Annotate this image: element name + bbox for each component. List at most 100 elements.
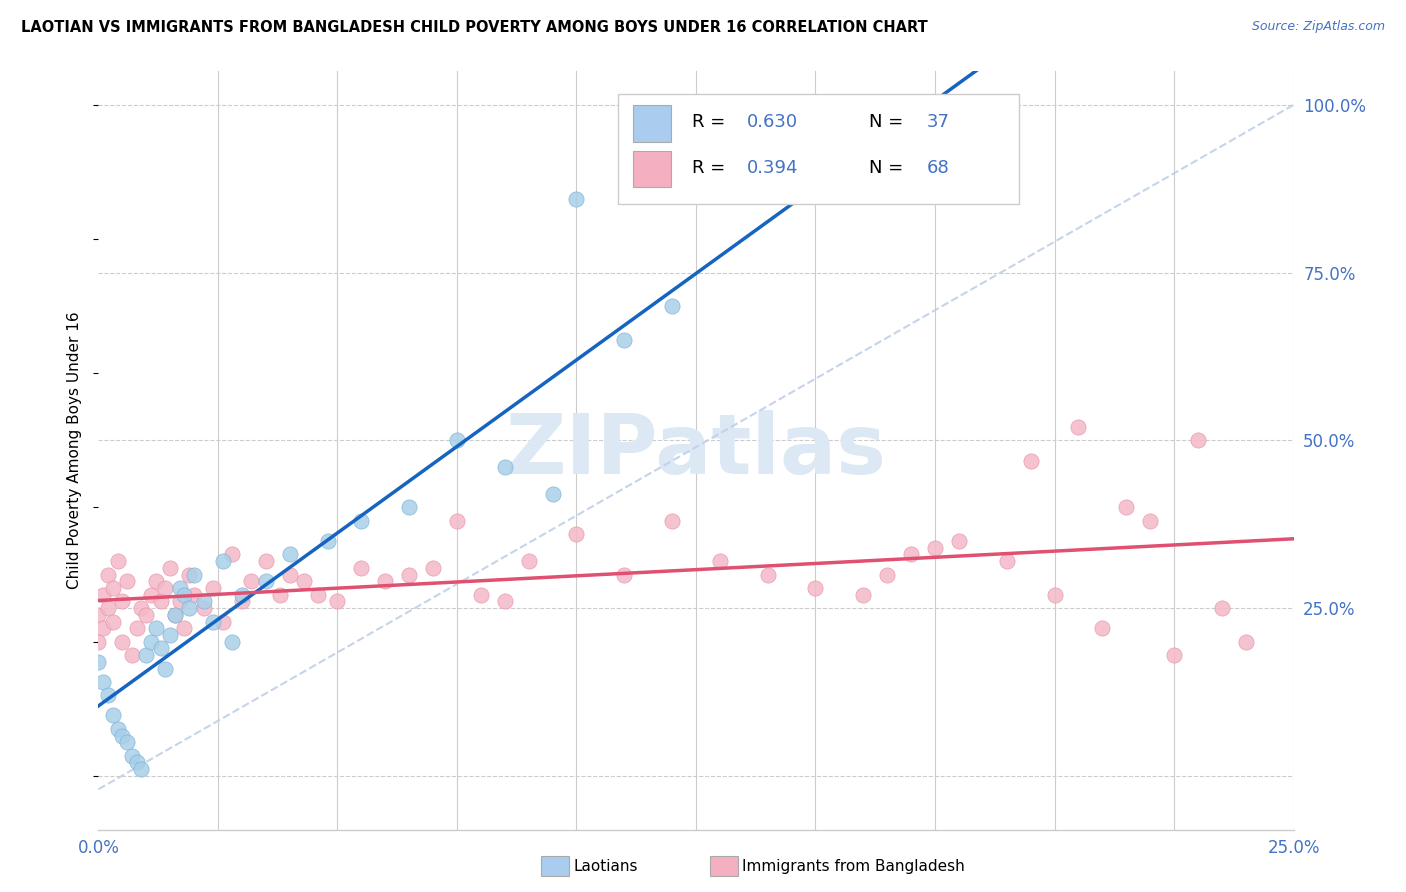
- Point: [115, 574, 138, 589]
- Point: [326, 594, 349, 608]
- Point: [494, 594, 516, 608]
- Point: [254, 574, 277, 589]
- Point: [131, 601, 153, 615]
- Point: [995, 554, 1018, 568]
- Point: [1019, 453, 1042, 467]
- Point: [155, 581, 177, 595]
- Text: Laotians: Laotians: [574, 859, 638, 873]
- Text: N =: N =: [869, 159, 910, 177]
- Point: [202, 581, 225, 595]
- Text: 0.630: 0.630: [748, 113, 799, 131]
- Point: [173, 588, 195, 602]
- Point: [231, 594, 253, 608]
- Point: [422, 561, 444, 575]
- Point: [159, 561, 181, 575]
- Point: [155, 661, 177, 675]
- Point: [231, 588, 253, 602]
- Point: [1234, 634, 1257, 648]
- Point: [1091, 621, 1114, 635]
- Point: [149, 641, 172, 656]
- Point: [202, 615, 225, 629]
- Text: R =: R =: [692, 113, 731, 131]
- Point: [470, 588, 492, 602]
- Point: [446, 434, 468, 448]
- Point: [149, 594, 172, 608]
- Point: [374, 574, 396, 589]
- Point: [111, 594, 134, 608]
- Point: [169, 581, 191, 595]
- Point: [125, 621, 148, 635]
- Point: [316, 534, 339, 549]
- Point: [91, 675, 114, 690]
- Point: [179, 601, 201, 615]
- Point: [804, 581, 827, 595]
- Point: [179, 567, 201, 582]
- Point: [709, 554, 731, 568]
- Text: LAOTIAN VS IMMIGRANTS FROM BANGLADESH CHILD POVERTY AMONG BOYS UNDER 16 CORRELAT: LAOTIAN VS IMMIGRANTS FROM BANGLADESH CH…: [21, 20, 928, 35]
- Point: [111, 634, 134, 648]
- Point: [163, 607, 186, 622]
- Point: [269, 588, 291, 602]
- Text: ZIPatlas: ZIPatlas: [506, 410, 886, 491]
- Point: [121, 648, 143, 662]
- Point: [163, 607, 186, 622]
- Point: [517, 554, 540, 568]
- Text: Source: ZipAtlas.com: Source: ZipAtlas.com: [1251, 20, 1385, 33]
- Point: [278, 567, 301, 582]
- Point: [221, 548, 243, 562]
- Point: [101, 615, 124, 629]
- Point: [107, 554, 129, 568]
- Point: [91, 621, 114, 635]
- Point: [121, 748, 143, 763]
- Text: 37: 37: [927, 113, 949, 131]
- Point: [97, 601, 120, 615]
- Point: [446, 514, 468, 528]
- Point: [1163, 648, 1185, 662]
- Point: [139, 588, 162, 602]
- Point: [91, 588, 114, 602]
- Text: Immigrants from Bangladesh: Immigrants from Bangladesh: [742, 859, 965, 873]
- Point: [87, 634, 110, 648]
- Point: [87, 655, 110, 669]
- Point: [565, 527, 588, 541]
- Y-axis label: Child Poverty Among Boys Under 16: Child Poverty Among Boys Under 16: [67, 311, 83, 590]
- Point: [1115, 500, 1137, 515]
- Point: [211, 615, 233, 629]
- Point: [756, 567, 779, 582]
- Point: [398, 567, 420, 582]
- Point: [125, 756, 148, 770]
- Point: [254, 554, 277, 568]
- Point: [211, 554, 233, 568]
- Text: N =: N =: [869, 113, 910, 131]
- Point: [661, 299, 683, 313]
- Point: [924, 541, 946, 555]
- Point: [350, 561, 373, 575]
- Text: 68: 68: [927, 159, 949, 177]
- Point: [169, 594, 191, 608]
- Point: [135, 607, 157, 622]
- Point: [876, 567, 898, 582]
- Point: [240, 574, 263, 589]
- Bar: [633, 105, 671, 142]
- Point: [97, 567, 120, 582]
- Point: [307, 588, 329, 602]
- Point: [1187, 434, 1209, 448]
- Point: [139, 634, 162, 648]
- Point: [183, 567, 205, 582]
- Point: [111, 729, 134, 743]
- Point: [661, 514, 683, 528]
- Point: [900, 548, 922, 562]
- Point: [1211, 601, 1233, 615]
- Point: [131, 762, 153, 776]
- Point: [1043, 588, 1066, 602]
- Point: [565, 192, 588, 206]
- Point: [183, 588, 205, 602]
- Point: [173, 621, 195, 635]
- Point: [87, 607, 110, 622]
- Point: [101, 581, 124, 595]
- Point: [145, 621, 167, 635]
- Point: [350, 514, 373, 528]
- Point: [221, 634, 243, 648]
- Point: [278, 548, 301, 562]
- Point: [135, 648, 157, 662]
